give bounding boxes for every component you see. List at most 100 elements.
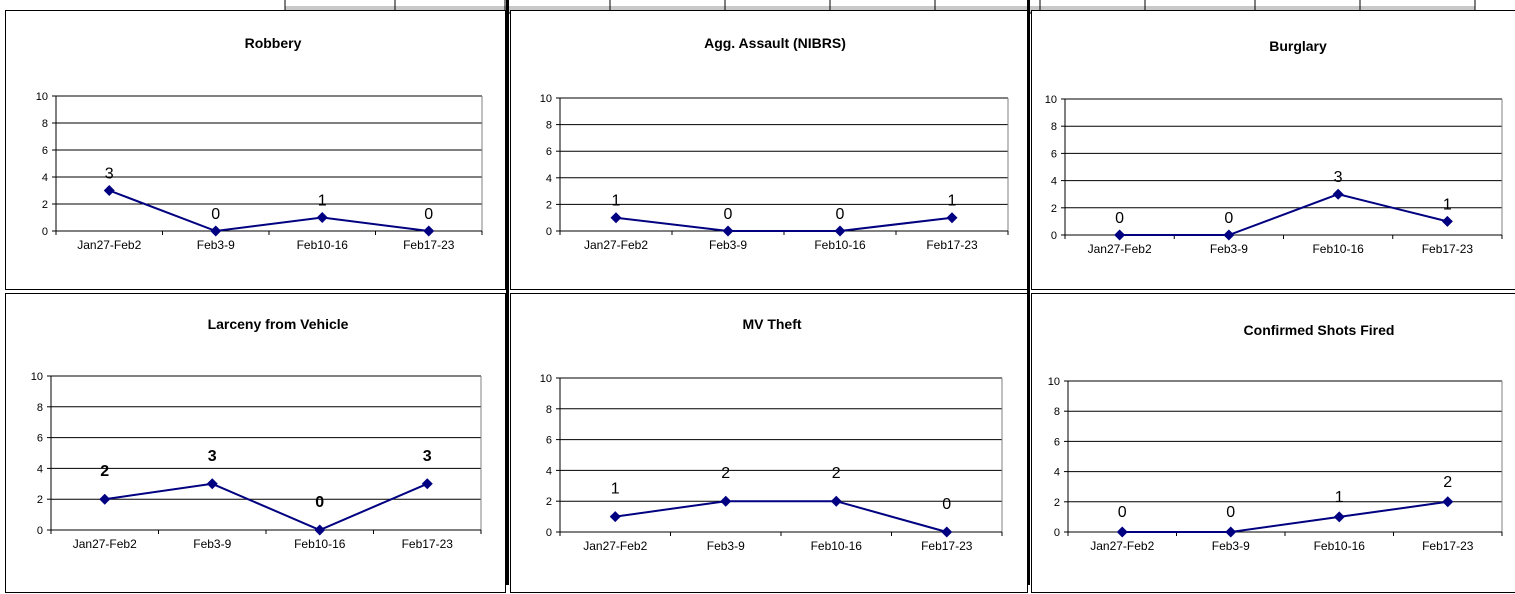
y-tick-label: 4 <box>37 463 43 475</box>
data-point <box>1116 526 1128 538</box>
y-tick-label: 4 <box>546 173 552 185</box>
data-label: 1 <box>1443 196 1452 213</box>
chart-panel-robbery: Robbery 0 2 4 6 8 10 Jan27-Feb2 Feb3-9 Feb10-16 Fe… <box>5 10 506 290</box>
data-label: 3 <box>1334 169 1343 186</box>
data-label: 1 <box>1335 489 1344 506</box>
x-tick-label: Jan27-Feb2 <box>73 537 137 551</box>
data-label: 3 <box>423 448 432 465</box>
x-tick-label: Jan27-Feb2 <box>583 539 647 553</box>
data-point <box>720 495 732 507</box>
data-point <box>1225 526 1237 538</box>
y-tick-label: 8 <box>546 120 552 132</box>
data-label: 0 <box>424 206 433 223</box>
chart-title: Larceny from Vehicle <box>208 316 349 332</box>
y-tick-label: 0 <box>37 525 43 537</box>
data-point <box>830 495 842 507</box>
x-tick-label: Feb3-9 <box>193 537 231 551</box>
y-tick-label: 0 <box>42 226 48 238</box>
chart-title: MV Theft <box>742 316 801 332</box>
y-tick-label: 4 <box>546 465 552 477</box>
y-tick-label: 0 <box>546 226 552 238</box>
data-label: 0 <box>942 496 951 513</box>
data-point <box>1223 229 1235 241</box>
series-line <box>615 216 953 232</box>
data-point <box>722 225 734 237</box>
y-tick-label: 10 <box>540 93 552 105</box>
y-tick-label: 8 <box>42 118 48 130</box>
series-line <box>1122 500 1448 533</box>
y-tick-label: 2 <box>546 199 552 211</box>
data-label: 0 <box>1226 504 1235 521</box>
data-point <box>834 225 846 237</box>
data-label: 2 <box>1443 474 1452 491</box>
x-tick-label: Feb3-9 <box>709 238 747 252</box>
data-point <box>314 524 326 536</box>
y-tick-label: 6 <box>37 433 43 445</box>
y-tick-label: 10 <box>31 371 43 383</box>
y-tick-label: 2 <box>546 496 552 508</box>
x-tick-label: Feb17-23 <box>926 238 978 252</box>
series-line <box>1119 193 1448 236</box>
chart-panel-agg-assault: Agg. Assault (NIBRS) 0 2 4 6 8 10 Jan27-Feb2 Feb… <box>510 10 1028 290</box>
x-tick-label: Feb10-16 <box>294 537 346 551</box>
chart-panel-confirmed-shots-fired: Confirmed Shots Fired 0 2 4 6 8 10 Jan27-Feb2 Fe… <box>1031 293 1515 593</box>
x-tick-label: Feb10-16 <box>811 539 863 553</box>
data-point <box>316 212 328 223</box>
data-point <box>1441 215 1453 227</box>
x-tick-label: Feb17-23 <box>1422 242 1474 256</box>
y-tick-label: 10 <box>1045 94 1057 106</box>
data-label: 1 <box>948 193 957 210</box>
x-tick-label: Feb17-23 <box>402 537 454 551</box>
data-point <box>423 225 435 237</box>
y-tick-label: 2 <box>37 494 43 506</box>
x-tick-label: Feb17-23 <box>403 238 455 252</box>
series-line <box>104 482 428 532</box>
data-label: 0 <box>836 206 845 223</box>
x-tick-label: Feb10-16 <box>297 238 349 252</box>
data-point <box>1114 229 1126 241</box>
y-tick-label: 10 <box>1048 376 1060 388</box>
chart-title: Burglary <box>1269 38 1327 54</box>
x-tick-label: Feb3-9 <box>1212 539 1250 553</box>
x-tick-label: Feb17-23 <box>921 539 973 553</box>
chart-larceny-from-vehicle: Larceny from Vehicle 0 2 4 6 8 10 Jan27-Feb2 Feb… <box>31 316 482 551</box>
y-tick-label: 0 <box>546 527 552 539</box>
data-label: 1 <box>611 481 620 498</box>
data-label: 1 <box>612 193 621 210</box>
y-tick-label: 8 <box>546 404 552 416</box>
y-tick-label: 2 <box>42 199 48 211</box>
series-line <box>615 500 948 533</box>
chart-title: Agg. Assault (NIBRS) <box>704 35 846 51</box>
x-tick-label: Feb3-9 <box>707 539 745 553</box>
y-tick-label: 0 <box>1054 527 1060 539</box>
data-point <box>610 212 622 224</box>
x-tick-label: Feb17-23 <box>1422 539 1474 553</box>
data-point <box>946 212 958 224</box>
data-point <box>99 493 111 505</box>
chart-panel-mv-theft: MV Theft 0 2 4 6 8 10 Jan27-Feb2 Feb3-9 Feb10-16 F… <box>510 293 1028 593</box>
x-tick-label: Jan27-Feb2 <box>584 238 648 252</box>
data-point <box>1442 496 1454 508</box>
x-tick-label: Jan27-Feb2 <box>1090 539 1154 553</box>
y-tick-label: 8 <box>1051 121 1057 133</box>
data-label: 0 <box>211 206 220 223</box>
y-tick-label: 6 <box>42 145 48 157</box>
x-tick-label: Jan27-Feb2 <box>77 238 141 252</box>
y-tick-label: 10 <box>540 373 552 385</box>
data-point <box>941 526 953 538</box>
right-border-right <box>1027 0 1030 585</box>
data-point <box>1332 188 1344 200</box>
data-point <box>103 185 115 196</box>
data-point <box>609 511 621 523</box>
data-point <box>1333 511 1345 523</box>
data-point <box>206 478 218 490</box>
y-tick-label: 6 <box>1051 148 1057 160</box>
data-point <box>421 478 433 490</box>
x-tick-label: Feb10-16 <box>1312 242 1364 256</box>
x-tick-label: Feb3-9 <box>197 238 235 252</box>
y-tick-label: 8 <box>37 402 43 414</box>
data-label: 0 <box>1115 210 1124 227</box>
